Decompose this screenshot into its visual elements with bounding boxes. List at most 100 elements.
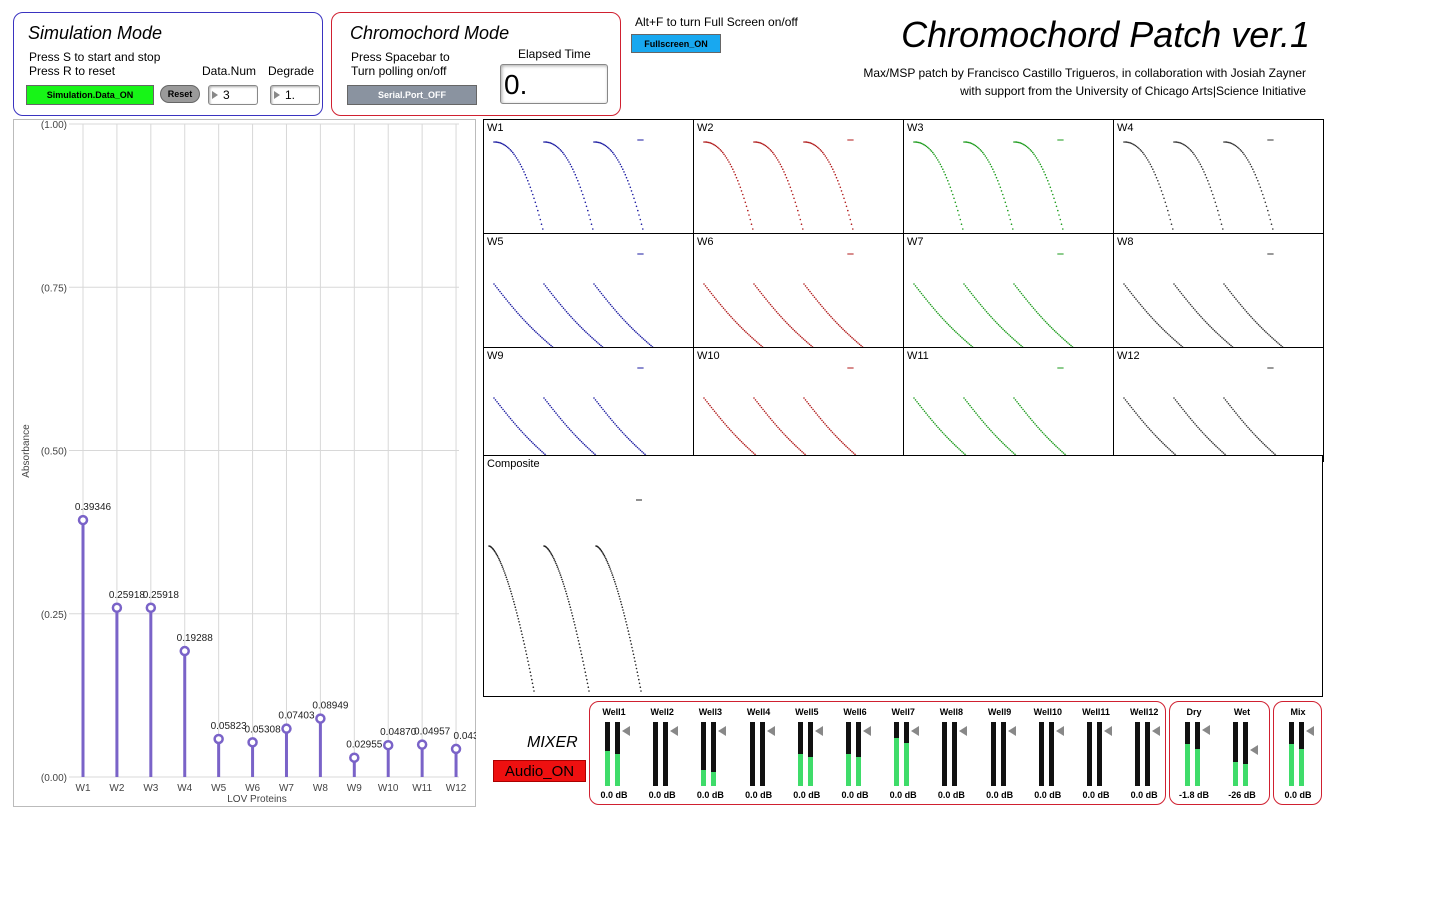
gain-fader-handle[interactable]: [1007, 726, 1016, 736]
curve-point: [1232, 408, 1234, 411]
gain-fader-handle[interactable]: [1306, 726, 1314, 736]
gain-fader-handle[interactable]: [911, 726, 920, 736]
curve-point: [739, 186, 742, 189]
degrade-input[interactable]: 1.: [270, 85, 320, 105]
curve-point: [506, 578, 508, 581]
curve-point: [525, 653, 528, 656]
gain-fader-handle[interactable]: [670, 726, 679, 736]
gain-fader-handle[interactable]: [814, 726, 823, 736]
curve-point: [1197, 312, 1199, 315]
gain-fader-handle[interactable]: [1055, 726, 1064, 736]
curve-point: [731, 317, 734, 320]
curve-point: [1202, 168, 1204, 170]
gain-fader-handle[interactable]: [959, 726, 968, 736]
level-meter: [653, 722, 659, 786]
curve-point: [763, 410, 766, 413]
chart-point-w3[interactable]: [145, 602, 157, 614]
well-label: W2: [697, 122, 714, 134]
curve-point: [619, 598, 621, 600]
curve-point: [783, 171, 785, 173]
curve-point: [1132, 143, 1134, 145]
simulation-data-toggle[interactable]: Simulation.Data_ON: [26, 85, 154, 105]
curve-point: [1145, 424, 1148, 427]
curve-point: [963, 283, 965, 285]
well-curves: [493, 253, 654, 347]
curve-point: [760, 406, 763, 409]
mixer-channel-db: 0.0 dB: [986, 790, 1014, 800]
chart-point-w7[interactable]: [281, 723, 292, 734]
curve-point: [988, 161, 990, 163]
chart-point-w4[interactable]: [179, 645, 190, 657]
gain-fader-handle[interactable]: [766, 726, 775, 736]
curve-point: [990, 429, 992, 432]
curve-point: [528, 667, 531, 670]
curve-point: [1055, 445, 1057, 447]
gain-fader-handle[interactable]: [1250, 745, 1258, 755]
curve-point: [844, 201, 847, 204]
curve-point: [918, 141, 920, 144]
chart-point-w12[interactable]: [450, 743, 462, 755]
curve-point: [723, 153, 725, 156]
curve-point: [1136, 300, 1139, 302]
chart-point-w10[interactable]: [382, 739, 394, 751]
curve-point: [728, 314, 731, 316]
chart-point-w2[interactable]: [111, 602, 123, 614]
gain-fader-handle[interactable]: [1152, 726, 1161, 736]
curve-point: [934, 309, 936, 311]
gain-fader-handle[interactable]: [1104, 726, 1112, 736]
dry-wet-panel: Dry -1.8 dB Wet -26 dB: [1169, 701, 1270, 805]
chart-point-w8[interactable]: [315, 713, 326, 724]
curve-point: [1023, 410, 1026, 413]
curve-point: [706, 401, 708, 403]
curve-point: [815, 412, 817, 414]
audio-toggle[interactable]: Audio_ON: [493, 760, 586, 782]
chart-point-w1[interactable]: [77, 514, 89, 526]
chart-x-tick-label: W10: [378, 783, 399, 794]
level-meter-fill: [797, 754, 803, 786]
curve-point: [792, 193, 794, 196]
curve-point: [608, 147, 610, 150]
curve-point: [982, 421, 985, 423]
curve-point: [970, 292, 973, 295]
curve-point: [836, 436, 838, 438]
reset-button[interactable]: Reset: [160, 85, 200, 103]
chart-point-w5[interactable]: [213, 733, 224, 745]
chart-point-w11[interactable]: [416, 739, 428, 750]
curve-point: [592, 338, 595, 340]
curve-point: [1032, 151, 1034, 154]
curve-point: [513, 600, 515, 603]
curve-point: [929, 303, 932, 306]
serial-port-toggle[interactable]: Serial.Port_OFF: [347, 85, 477, 105]
datanum-input[interactable]: 3: [208, 85, 258, 105]
curve-point: [1176, 401, 1178, 403]
curve-point: [1219, 449, 1222, 452]
curve-point: [1054, 201, 1057, 204]
curve-point: [1204, 434, 1207, 437]
curve-point: [703, 397, 705, 399]
curve-point: [1209, 439, 1211, 441]
gain-fader-handle[interactable]: [718, 726, 727, 736]
curve-point: [568, 314, 571, 316]
gain-fader-handle[interactable]: [1202, 725, 1210, 735]
chart-point-w6[interactable]: [247, 737, 258, 748]
chart-point-w9[interactable]: [349, 752, 360, 763]
level-meter-fill: [615, 754, 620, 786]
curve-point: [946, 436, 948, 438]
gain-fader-handle[interactable]: [863, 726, 871, 736]
curve-point: [953, 329, 956, 332]
curve-point: [934, 155, 937, 157]
curve-point: [1023, 143, 1025, 146]
curve-point: [955, 445, 957, 447]
curve-point: [1236, 414, 1239, 416]
gain-fader-handle[interactable]: [622, 726, 630, 736]
curve-point: [1210, 440, 1213, 443]
curve-point: [967, 288, 970, 291]
curve-point: [638, 214, 640, 216]
fullscreen-hint: Alt+F to turn Full Screen on/off: [635, 15, 798, 29]
curve-point: [1029, 149, 1032, 151]
curve-point: [1042, 168, 1044, 170]
fullscreen-toggle[interactable]: Fullscreen_ON: [631, 34, 721, 53]
curve-point: [1216, 446, 1219, 449]
curve-point: [1035, 310, 1038, 313]
curve-point: [644, 453, 646, 456]
